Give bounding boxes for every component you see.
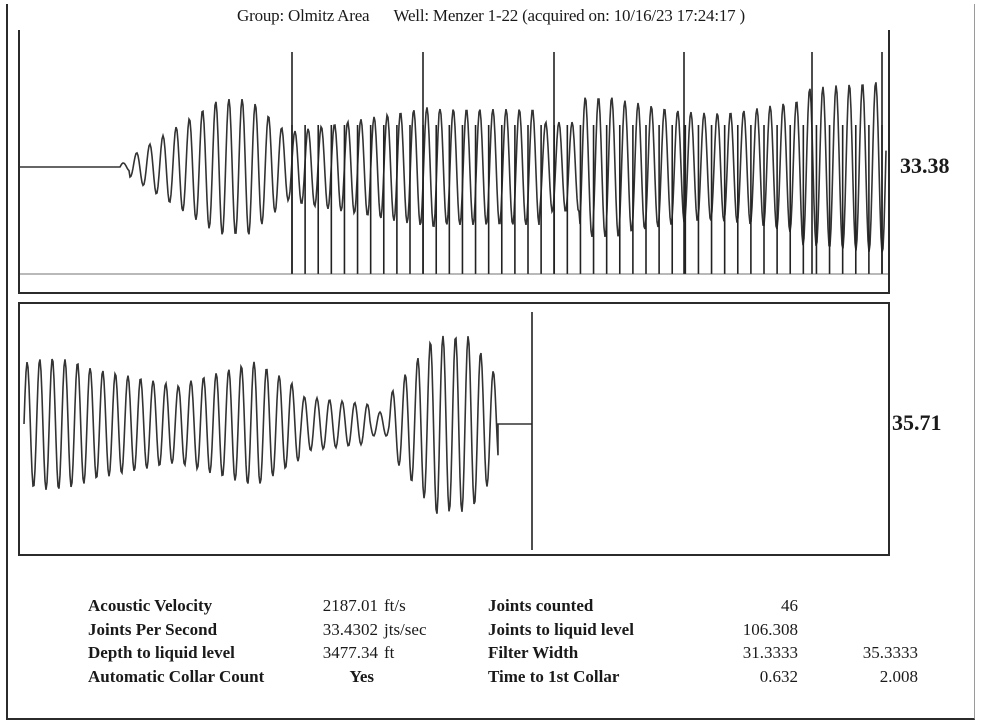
top-waveform-panel [18, 30, 890, 294]
stat-label-2: Time to 1st Collar [488, 666, 620, 686]
stat-value-3: 2.008 [879, 666, 918, 686]
stat-value-2: 31.3333 [742, 643, 798, 662]
bottom-panel-value: 35.71 [892, 410, 942, 435]
bottom-waveform-trace [23, 335, 532, 514]
stats-row: Joints Per Second 33.4302 jts/sec Joints… [88, 618, 968, 642]
top-waveform-plot [20, 52, 888, 275]
stat-label: Joints Per Second [88, 619, 218, 639]
stat-label: Depth to liquid level [88, 643, 235, 662]
stat-value: Yes [349, 666, 374, 686]
stats-row: Automatic Collar Count Yes Time to 1st C… [88, 665, 968, 689]
stats-row: Acoustic Velocity 2187.01 ft/s Joints co… [88, 594, 968, 618]
stat-label-2: Joints counted [488, 596, 594, 615]
bottom-waveform-panel [18, 302, 890, 556]
well-label: Well: Menzer 1-22 (acquired on: 10/16/23… [393, 6, 745, 25]
stat-label-2: Joints to liquid level [488, 619, 634, 639]
stat-value-3: 35.3333 [862, 643, 918, 662]
stat-label-2: Filter Width [488, 643, 579, 662]
stats-row: Depth to liquid level 3477.34 ft Filter … [88, 641, 968, 665]
top-waveform-trace [20, 82, 887, 253]
top-panel-value: 33.38 [900, 153, 950, 178]
stat-value-2: 106.308 [742, 619, 798, 639]
bottom-waveform-plot [23, 312, 533, 550]
stat-unit: ft [384, 643, 395, 662]
report-frame [6, 4, 975, 720]
stats-table: Acoustic Velocity 2187.01 ft/s Joints co… [88, 594, 968, 688]
group-label: Group: Olmitz Area [237, 6, 370, 25]
stat-value-2: 0.632 [759, 666, 798, 686]
stat-value: 2187.01 [322, 596, 378, 615]
stat-value: 33.4302 [322, 619, 378, 639]
stat-label: Automatic Collar Count [88, 666, 265, 686]
stat-label: Acoustic Velocity [88, 596, 213, 615]
stat-unit: jts/sec [384, 619, 427, 639]
stat-unit: ft/s [384, 596, 406, 615]
report-header: Group: Olmitz Area Well: Menzer 1-22 (ac… [0, 6, 982, 26]
stat-value-2: 46 [781, 596, 798, 615]
stat-value: 3477.34 [322, 643, 378, 662]
